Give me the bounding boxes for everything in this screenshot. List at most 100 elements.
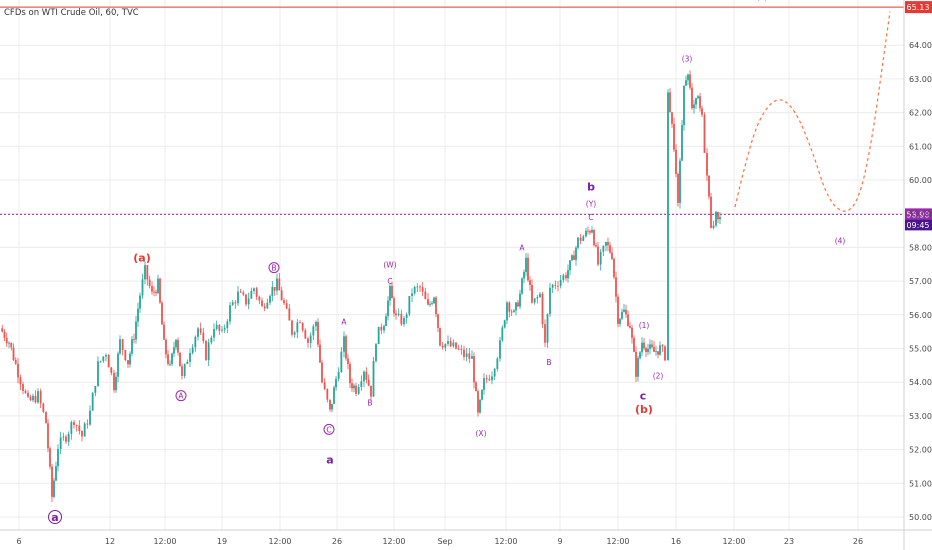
candle-body (345, 336, 347, 359)
candle-body (115, 376, 117, 391)
candle-body (70, 422, 73, 434)
wave-label: (W) (383, 260, 396, 269)
candle-body (617, 296, 619, 324)
candle-body (641, 342, 643, 353)
candle-body (179, 352, 181, 367)
wave-label: (a) (133, 252, 150, 265)
candle-body (565, 275, 567, 279)
candle-body (293, 332, 296, 335)
candle-body (218, 324, 221, 331)
candle-body (121, 339, 124, 351)
x-tick-label: 12:00 (722, 537, 745, 546)
candle-body (261, 300, 263, 307)
candle-body (333, 387, 335, 404)
wave-label: (2) (653, 371, 664, 380)
candle-body (609, 245, 611, 253)
candle-body (183, 363, 186, 376)
time-axis[interactable]: 6 12 12:00 19 12:00 26 12:00 Sep 12:00 9 12:00 16 12… (0, 529, 932, 546)
candle-body (408, 296, 411, 315)
candle-body (597, 246, 599, 265)
candle-body (715, 211, 717, 226)
candle-body (655, 351, 657, 353)
candle-body (546, 314, 549, 343)
candle-body (148, 279, 151, 287)
candle-body (455, 342, 457, 349)
candle-body (117, 353, 119, 377)
candle-body (105, 355, 107, 357)
x-tick-label: 16 (671, 537, 681, 546)
candle-body (433, 297, 435, 304)
candle-body (643, 342, 645, 349)
x-tick-label: Sep (437, 537, 452, 546)
candle-body (299, 322, 301, 324)
candle-body (517, 302, 519, 307)
candle-body (375, 344, 377, 362)
wave-label: (b) (635, 403, 653, 416)
candle-body (296, 322, 299, 333)
x-tick-label: 19 (217, 537, 227, 546)
candle-body (269, 296, 271, 303)
candle-body (508, 302, 511, 312)
candle-body (554, 284, 557, 286)
candle-body (73, 422, 75, 426)
candle-body (181, 366, 183, 376)
candle-body (431, 303, 433, 305)
candle-body (485, 378, 488, 380)
candle-body (387, 300, 389, 317)
wave-label: (1) (639, 321, 650, 330)
candle-body (712, 225, 715, 228)
candle-body (199, 328, 202, 333)
y-tick-label: 55.00 (909, 345, 932, 354)
candle-body (47, 423, 49, 449)
candle-body (370, 385, 372, 397)
candle-body (427, 299, 429, 305)
x-tick-label: 12:00 (268, 537, 291, 546)
candle-body (159, 278, 161, 303)
candle-body (197, 328, 199, 337)
candle-body (315, 321, 317, 327)
x-tick-label: 23 (784, 537, 794, 546)
candle-body (83, 423, 86, 437)
candle-body (653, 347, 655, 352)
candle-body (479, 399, 481, 413)
candle-body (271, 286, 274, 297)
wave-label: A (341, 318, 347, 327)
candle-body (667, 92, 669, 361)
candle-body (335, 378, 337, 388)
candle-body (365, 371, 368, 380)
candle-body (1, 328, 4, 332)
candle-body (679, 160, 681, 203)
y-tick-label: 64.00 (909, 41, 932, 50)
candle-body (607, 241, 609, 246)
candle-body (167, 354, 169, 365)
x-tick-label: 12:00 (153, 537, 176, 546)
wave-label: (X) (476, 429, 487, 438)
candle-body (141, 279, 144, 296)
x-tick-label: 26 (332, 537, 342, 546)
candle-body (661, 345, 664, 347)
candle-body (525, 257, 527, 272)
candle-body (55, 466, 57, 481)
x-tick-label: 12:00 (494, 537, 517, 546)
candle-body (573, 255, 575, 260)
y-tick-label: 58.00 (909, 243, 932, 252)
candle-body (481, 389, 483, 400)
candle-body (239, 291, 242, 293)
candle-body (391, 285, 393, 299)
candle-body (255, 288, 258, 297)
wave-label: a (326, 454, 333, 467)
candle-body (697, 96, 699, 99)
candle-body (317, 321, 319, 345)
candle-body (488, 379, 491, 381)
candle-body (393, 298, 395, 314)
candle-body (280, 290, 283, 301)
candle-body (531, 285, 533, 303)
candle-body (78, 425, 81, 432)
wave-label: (4) (835, 237, 846, 246)
candle-body (429, 303, 431, 305)
wave-label: (Y) (586, 200, 597, 209)
candle-body (623, 309, 625, 312)
candle-body (533, 298, 536, 303)
price-axis[interactable]: 50.00 51.00 52.00 53.00 54.00 55.00 56.00 57.00… (903, 0, 932, 550)
candle-body (266, 302, 269, 309)
